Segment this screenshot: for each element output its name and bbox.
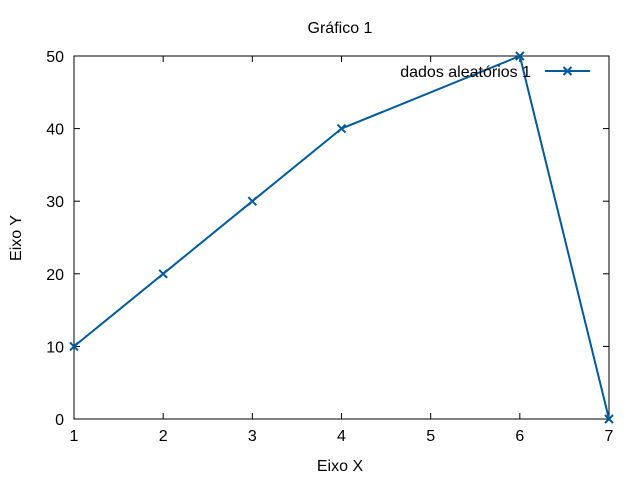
legend-marker [562,66,573,76]
chart-title: Gráfico 1 [308,20,373,37]
data-point-marker [158,269,168,279]
x-tick-label: 1 [70,428,79,445]
legend-label: dados aleatórios 1 [400,64,531,81]
y-tick-label: 10 [46,339,64,356]
data-point-marker [515,51,525,61]
x-tick-label: 6 [515,428,524,445]
x-tick-label: 2 [159,428,168,445]
plot-frame [73,55,610,420]
x-tick-label: 4 [337,428,346,445]
data-point-marker [336,123,347,134]
legend: dados aleatórios 1 [400,64,590,81]
x-tick-label: 5 [426,428,435,445]
y-tick-label: 40 [46,122,64,139]
legend-x-marker [562,66,573,76]
y-tick-label: 20 [46,267,64,284]
data-point-marker [604,414,614,424]
x-tick-label: 3 [248,428,257,445]
x-axis-ticks: 1 2 3 4 5 6 7 [70,56,614,445]
y-axis-label: Eixo Y [8,215,25,261]
series-layer [69,51,614,424]
y-tick-label: 50 [46,49,64,66]
x-tick-label: 7 [605,428,614,445]
data-point-marker [69,341,79,352]
y-axis-ticks: 0 10 20 30 40 50 [46,49,609,429]
series-line [73,55,610,420]
x-axis-label: Eixo X [317,458,364,475]
y-tick-label: 30 [46,194,64,211]
data-point-marker [247,196,258,206]
y-tick-label: 0 [55,412,64,429]
